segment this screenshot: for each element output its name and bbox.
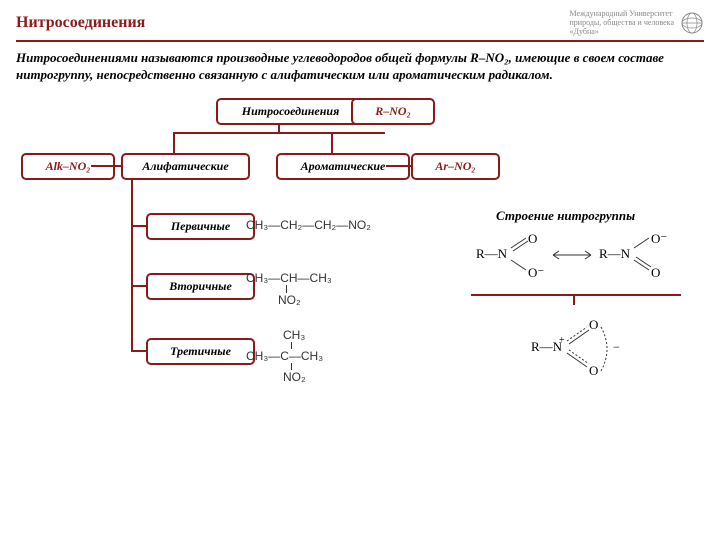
svg-text:O: O [528,233,537,246]
ar-box: Ar–NO₂ [411,153,500,180]
secondary-box: Вторичные [146,273,255,300]
root-box: Нитросоединения [216,98,365,125]
primary-box: Первичные [146,213,255,240]
svg-text:O⁻: O⁻ [528,265,544,280]
svg-text:O⁻: O⁻ [651,233,667,246]
line [131,285,146,287]
page-title: Нитросоединения [16,14,145,32]
line [173,132,175,153]
aliphatic-box: Алифатические [121,153,250,180]
line [91,165,121,167]
chem-line: CH₃—CH—CH₃ [246,271,332,285]
primary-formula: CH₃—CH₂—CH₂—NO₂ [246,218,371,232]
svg-text:O: O [651,265,660,280]
header: Нитросоединения Международный Университе… [16,10,704,42]
svg-text:O: O [589,317,598,332]
globe-icon [680,11,704,35]
chem-line: CH₃ [283,328,323,342]
svg-text:−: − [613,340,620,354]
structure-title: Строение нитрогруппы [496,208,635,224]
chem-line: NO₂ [283,370,323,384]
line [173,132,385,134]
line [131,179,133,352]
root-formula-box: R–NO₂ [351,98,435,125]
chem-line: CH₃—C—CH₃ [246,349,323,363]
line [131,350,146,352]
svg-text:+: + [559,335,565,346]
tertiary-formula: CH₃ CH₃—C—CH₃ NO₂ [246,328,323,384]
chem-line: NO₂ [278,293,332,307]
svg-text:R—N: R—N [531,339,563,354]
line [386,165,411,167]
tertiary-box: Третичные [146,338,255,365]
nitrogroup-structure: R—N O O⁻ R—N O⁻ O R—N + O O [471,233,701,403]
line [331,132,333,153]
line [278,124,280,132]
line [131,225,146,227]
secondary-formula: CH₃—CH—CH₃ NO₂ [246,271,332,307]
svg-text:R—N: R—N [599,246,631,261]
logo: Международный Университет природы, общес… [570,10,704,36]
logo-line: «Дубна» [570,28,674,37]
svg-text:R—N: R—N [476,246,508,261]
svg-text:O: O [589,363,598,378]
definition-text: Нитросоединениями называются производные… [16,50,704,83]
classification-diagram: Нитросоединения R–NO₂ Alk–NO₂ Алифатичес… [16,93,704,423]
